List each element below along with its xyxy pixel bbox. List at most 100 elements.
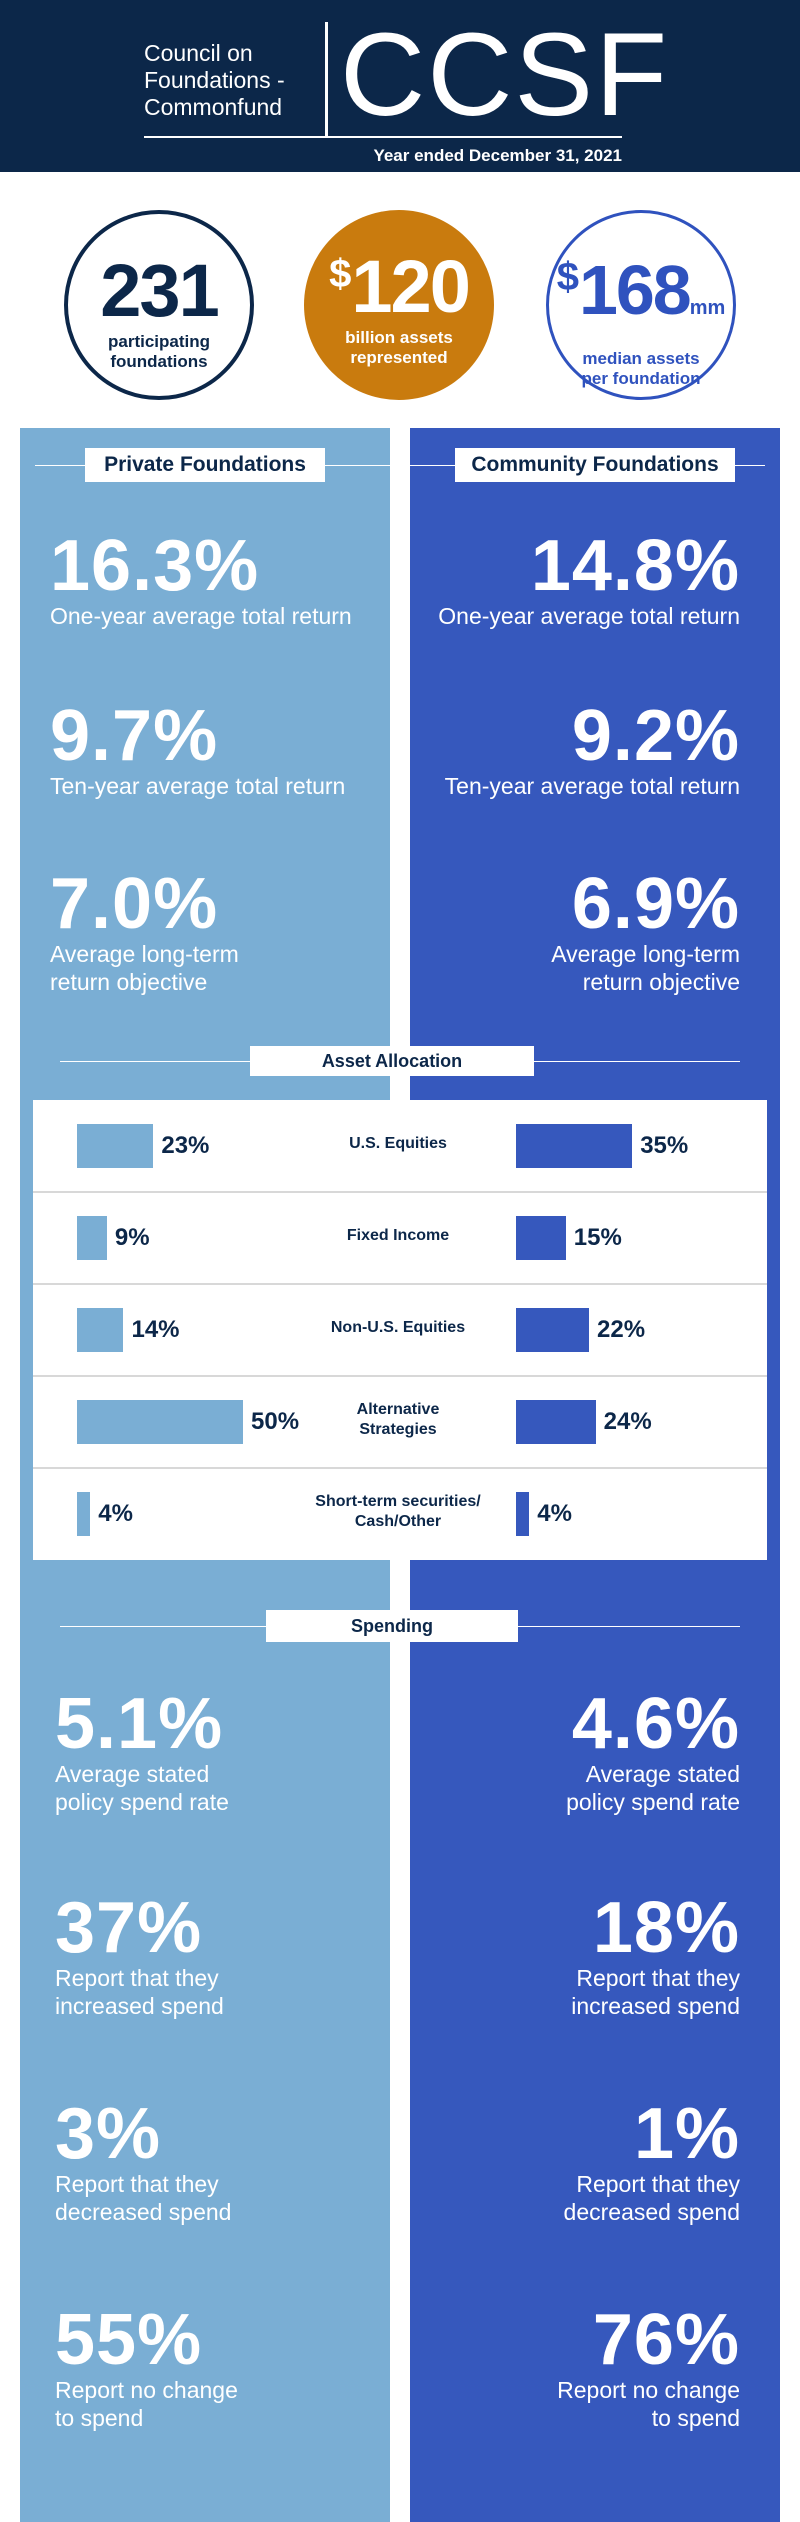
organization-name: Council on Foundations - Commonfund [144,40,324,121]
metric-label-line-2: to spend [651,2405,740,2431]
private-pct: 14% [131,1316,180,1343]
private-pct: 23% [161,1132,210,1159]
metric-label-line-2: return objective [582,969,740,995]
row-separator [33,1375,767,1377]
metric-label-line-1: Average stated [55,1761,210,1787]
category-label: Short-term securities/Cash/Other [295,1492,501,1532]
metric-label: Ten-year average total return [50,773,346,799]
category-line-1: Non-U.S. Equities [330,1319,466,1336]
row-separator [33,1467,767,1469]
metric-value: 7.0% [50,864,219,944]
community-decreased-spend: 1% Report that they decreased spend [564,2098,740,2226]
community-pct: 35% [640,1132,689,1159]
metric-label-line-1: Average stated [585,1761,740,1787]
private-ten-year-return: 9.7% Ten-year average total return [50,700,345,800]
metric-label: Ten-year average total return [444,773,740,799]
metric-label-line-1: Report no change [557,2377,740,2403]
metric-label-line-2: decreased spend [563,2199,740,2225]
metric-value: 1% [633,2094,740,2174]
metric-value: 4.6% [571,1684,740,1764]
category-line-2: Cash/Other [354,1513,442,1530]
allocation-row-alternative-strategies: 50% Alternative Strategies 24% [33,1376,767,1468]
logo-text: CCSF [340,9,670,141]
private-bar [77,1400,243,1444]
private-return-objective: 7.0% Average long-term return objective [50,868,239,996]
private-decreased-spend: 3% Report that they decreased spend [55,2098,231,2226]
metric-label-line-2: policy spend rate [566,1789,740,1815]
allocation-row-non-us-equities: 14% Non-U.S. Equities 22% [33,1284,767,1376]
stat-number: 168 [578,251,692,329]
asset-allocation-table: 23% U.S. Equities 35% 9% Fixed Income 15… [33,1100,767,1560]
metric-label-line-1: Report that they [576,2171,740,2197]
private-bar [77,1216,107,1260]
private-bar [77,1124,154,1168]
metric-label-line-1: Report that they [55,2171,219,2197]
metric-label-line-2: policy spend rate [55,1789,229,1815]
header-divider-horizontal [144,136,622,138]
category-line-1: Alternative [356,1401,440,1418]
community-return-objective: 6.9% Average long-term return objective [551,868,740,996]
metric-value: 18% [592,1888,740,1968]
stat-assets-represented: $120 billion assets represented [304,210,494,400]
metric-value: 3% [55,2094,162,2174]
category-label: U.S. Equities [303,1135,493,1153]
metric-value: 6.9% [571,864,740,944]
stat-participating-foundations: 231 participating foundations [64,210,254,400]
community-bar [516,1124,633,1168]
metric-label-line-1: Report that they [55,1965,219,1991]
private-no-change-spend: 55% Report no change to spend [55,2304,238,2432]
metric-value: 9.7% [50,696,219,776]
org-line-2: Foundations - [144,67,285,93]
metric-label-line-1: Report no change [55,2377,238,2403]
community-foundations-title: Community Foundations [455,448,735,482]
metric-label-line-2: increased spend [55,1993,224,2019]
community-pct: 15% [573,1224,622,1251]
community-increased-spend: 18% Report that they increased spend [571,1892,740,2020]
private-increased-spend: 37% Report that they increased spend [55,1892,224,2020]
metric-value: 76% [592,2300,740,2380]
metric-label-line-2: to spend [55,2405,144,2431]
category-line-1: Short-term securities/ [315,1493,481,1510]
metric-label: One-year average total return [438,603,740,629]
row-separator [33,1283,767,1285]
category-line-1: Fixed Income [346,1227,450,1244]
private-policy-spend-rate: 5.1% Average stated policy spend rate [55,1688,229,1816]
stat-caption: participating foundations [107,332,210,371]
org-line-1: Council on [144,40,253,66]
header-banner: Council on Foundations - Commonfund CCSF… [0,0,800,172]
stat-value: $168mm [549,253,733,345]
stat-value: $120 [304,250,494,324]
private-pct: 9% [114,1224,150,1251]
category-line-1: U.S. Equities [349,1135,447,1152]
currency-symbol: $ [329,252,352,296]
category-label: Fixed Income [303,1227,493,1245]
unit-suffix: mm [689,297,726,319]
private-bar [77,1308,124,1352]
stat-caption: billion assets represented [345,328,453,367]
community-bar [516,1400,596,1444]
category-label: Alternative Strategies [303,1400,493,1440]
metric-label-line-2: decreased spend [55,2199,232,2225]
asset-allocation-title: Asset Allocation [250,1046,534,1076]
metric-value: 55% [55,2300,203,2380]
stat-value: 231 [68,254,250,328]
stat-number: 231 [100,249,219,332]
community-one-year-return: 14.8% One-year average total return [438,530,740,630]
row-separator [33,1191,767,1193]
metric-value: 16.3% [50,526,260,606]
metric-label-line-2: increased spend [571,1993,740,2019]
private-bar [77,1492,91,1536]
community-policy-spend-rate: 4.6% Average stated policy spend rate [566,1688,740,1816]
private-pct: 50% [251,1408,300,1435]
community-pct: 4% [537,1500,572,1527]
metric-value: 14.8% [530,526,740,606]
category-label: Non-U.S. Equities [303,1319,493,1337]
metric-label-line-2: return objective [50,969,208,995]
metric-value: 9.2% [571,696,740,776]
stat-median-assets: $168mm median assets per foundation [546,210,736,400]
community-bar [516,1216,566,1260]
metric-value: 37% [55,1888,203,1968]
currency-symbol: $ [556,255,579,299]
community-bar [516,1492,530,1536]
stat-caption: median assets per foundation [581,349,701,388]
